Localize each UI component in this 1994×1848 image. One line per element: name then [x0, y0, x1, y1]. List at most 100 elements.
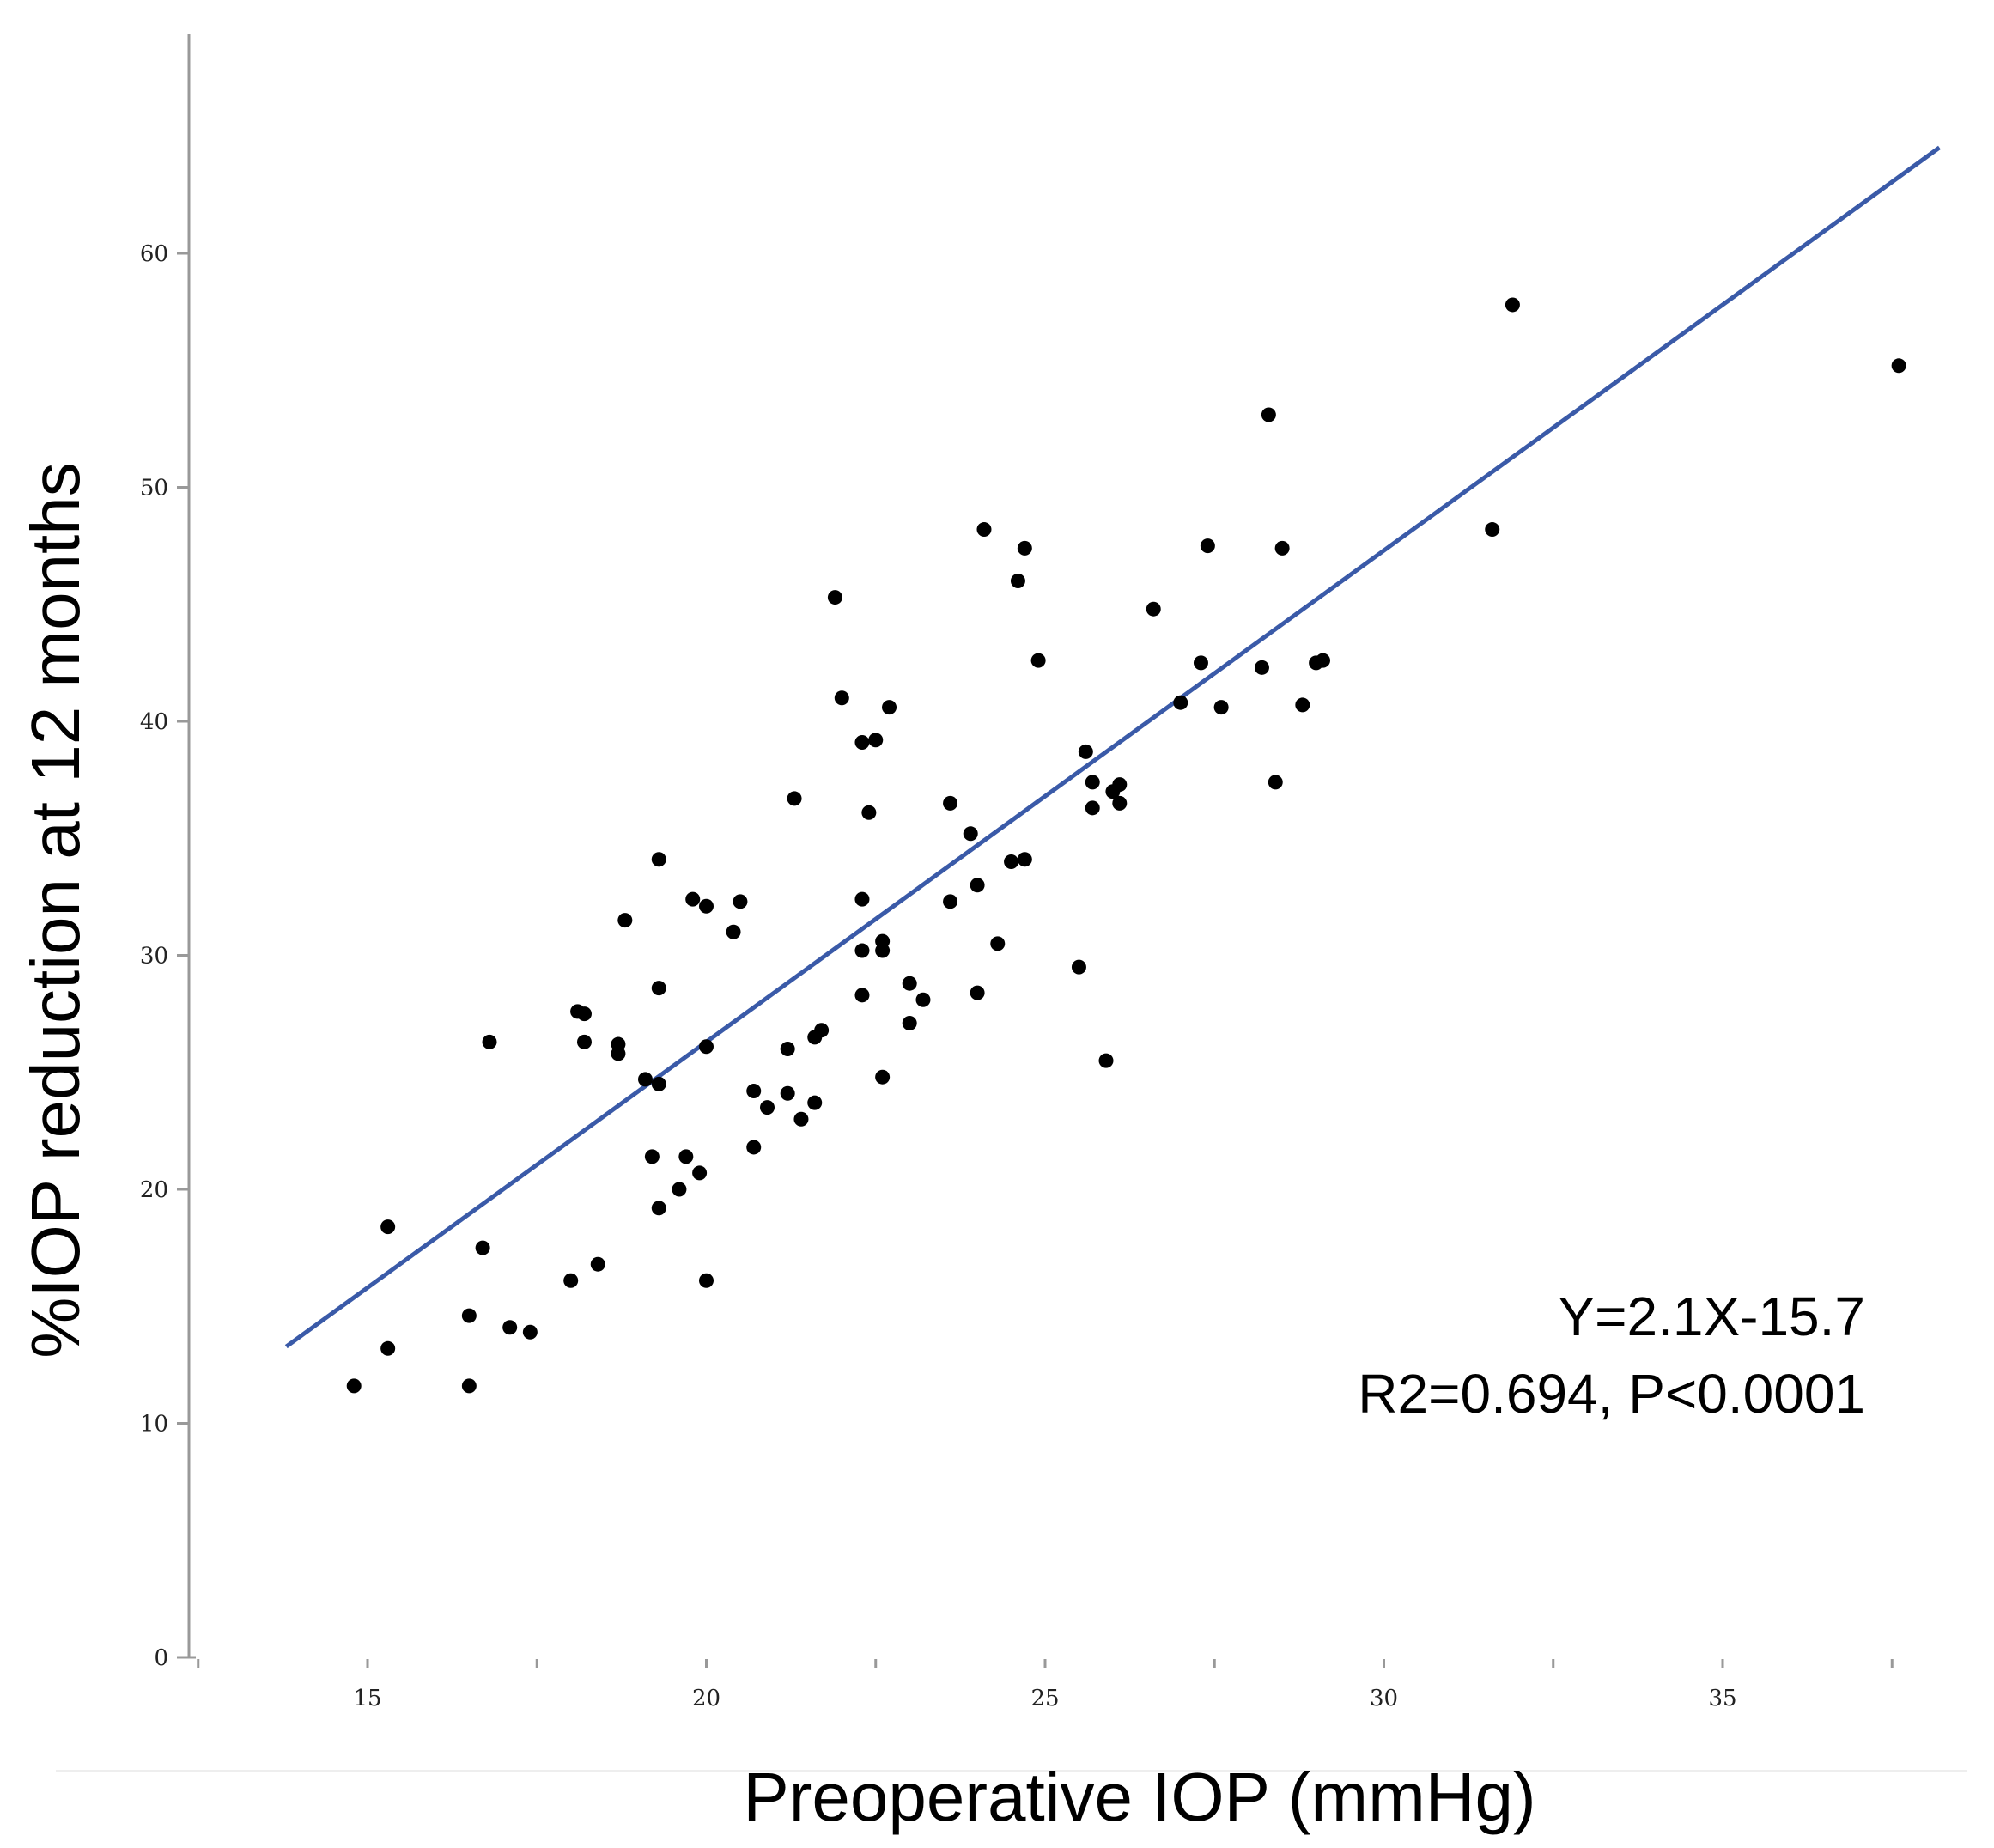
data-point: [1200, 538, 1215, 554]
data-point: [875, 943, 891, 958]
data-point: [868, 733, 884, 748]
data-point: [576, 1006, 592, 1022]
data-point: [1030, 653, 1046, 668]
data-point: [1078, 744, 1093, 759]
data-point: [793, 1111, 809, 1127]
data-point: [611, 1046, 626, 1061]
data-point: [854, 988, 870, 1003]
y-tick-label: 60: [140, 241, 168, 267]
y-tick-label: 50: [140, 476, 168, 502]
data-point: [915, 992, 931, 1007]
data-point: [902, 976, 917, 991]
data-point: [1173, 695, 1188, 710]
data-point: [1004, 854, 1019, 869]
data-point: [692, 1165, 708, 1181]
x-tick-label: 30: [1370, 1686, 1398, 1711]
regression-equation-label: Y=2.1X-15.7: [1558, 1286, 1865, 1347]
data-point: [651, 1201, 666, 1216]
data-point: [834, 690, 849, 706]
x-tick-label: 15: [353, 1686, 381, 1711]
y-axis-ticks: 0 10 20 30 40 50 60: [140, 241, 196, 1671]
data-point: [1112, 777, 1128, 793]
data-point: [875, 1069, 891, 1085]
x-tick-label: 35: [1708, 1686, 1736, 1711]
y-tick-label: 10: [140, 1412, 168, 1438]
data-point: [970, 878, 985, 893]
regression-stats-label: R2=0.694, P<0.0001: [1358, 1363, 1865, 1425]
data-point: [854, 891, 870, 907]
data-point: [1274, 540, 1290, 556]
data-point: [1085, 775, 1100, 790]
data-point: [522, 1324, 538, 1340]
data-point: [1010, 574, 1025, 588]
data-point: [461, 1378, 477, 1394]
data-points: [346, 297, 1906, 1394]
data-point: [827, 590, 842, 605]
y-axis-title: %IOP reduction at 12 months: [17, 462, 94, 1359]
data-point: [1254, 660, 1269, 675]
x-axis-title: Preoperative IOP (mmHg): [743, 1759, 1535, 1835]
data-point: [746, 1140, 762, 1155]
data-point: [1505, 297, 1520, 313]
data-point: [482, 1034, 497, 1049]
data-point: [678, 1149, 694, 1164]
data-point: [943, 795, 958, 811]
data-point: [1268, 775, 1283, 790]
data-point: [563, 1273, 579, 1288]
data-point: [1085, 800, 1100, 816]
data-point: [990, 936, 1006, 951]
data-point: [760, 1100, 775, 1115]
x-axis-ticks: 15 20 25 30 35: [197, 1659, 1894, 1711]
data-point: [780, 1085, 795, 1101]
data-point: [461, 1308, 477, 1323]
data-point: [733, 894, 748, 909]
data-point: [976, 522, 992, 538]
data-point: [590, 1256, 605, 1272]
data-point: [475, 1240, 490, 1255]
data-point: [1213, 700, 1229, 715]
data-point: [1017, 540, 1032, 556]
data-point: [1146, 601, 1161, 617]
data-point: [854, 943, 870, 958]
axes: [56, 34, 1967, 1772]
data-point: [651, 852, 666, 867]
data-point: [861, 805, 877, 820]
x-tick-label: 20: [692, 1686, 720, 1711]
data-point: [644, 1149, 660, 1164]
regression-line: [284, 145, 1941, 1349]
data-point: [699, 1039, 714, 1055]
data-point: [1891, 358, 1906, 374]
y-tick-label: 40: [140, 709, 168, 735]
data-point: [854, 735, 870, 751]
data-point: [726, 924, 741, 939]
data-point: [617, 913, 633, 928]
y-tick-label: 20: [140, 1177, 168, 1203]
data-point: [699, 1273, 714, 1288]
data-point: [1193, 655, 1208, 671]
x-tick-label: 25: [1030, 1686, 1059, 1711]
data-point: [814, 1023, 830, 1038]
data-point: [699, 898, 714, 914]
data-point: [1485, 522, 1500, 538]
data-point: [807, 1095, 823, 1110]
data-point: [1112, 795, 1128, 811]
data-point: [685, 891, 701, 907]
data-point: [963, 826, 978, 842]
data-point: [502, 1320, 518, 1335]
data-point: [1098, 1053, 1114, 1068]
data-point: [651, 1076, 666, 1091]
data-point: [1261, 407, 1276, 422]
data-point: [380, 1219, 396, 1235]
data-point: [1295, 697, 1310, 713]
regression-line-group: [284, 145, 1941, 1349]
data-point: [1315, 653, 1330, 668]
data-point: [637, 1072, 653, 1087]
data-point: [576, 1034, 592, 1049]
data-point: [1017, 852, 1032, 867]
data-point: [651, 981, 666, 996]
data-point: [787, 791, 802, 806]
data-point: [902, 1016, 917, 1031]
data-point: [970, 985, 985, 1000]
data-point: [380, 1340, 396, 1356]
